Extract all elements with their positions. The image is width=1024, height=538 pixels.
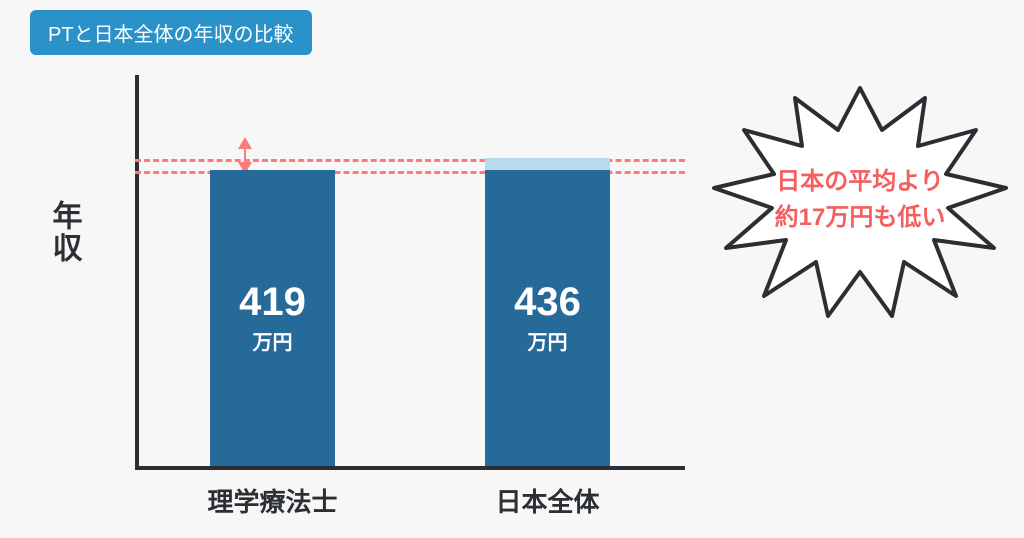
- bar-japan-highlight: [485, 158, 610, 170]
- bar-japan-fill: 436 万円: [485, 170, 610, 466]
- y-axis-label: 年収: [48, 200, 80, 264]
- bar-japan: 436 万円 日本全体: [485, 158, 610, 466]
- bar-pt: 419 万円 理学療法士: [210, 170, 335, 466]
- bar-japan-unit: 万円: [528, 326, 568, 355]
- gap-arrow: [235, 137, 237, 174]
- x-axis: [135, 466, 685, 470]
- callout-line1: 日本の平均より: [776, 168, 944, 195]
- bar-japan-label: 日本全体: [495, 482, 599, 519]
- bar-pt-label: 理学療法士: [207, 482, 337, 519]
- bar-chart: 419 万円 理学療法士 436 万円 日本全体: [135, 75, 685, 470]
- title-badge: PTと日本全体の年収の比較: [30, 10, 312, 55]
- callout-burst: 日本の平均より 約17万円も低い: [710, 80, 1010, 320]
- callout-line2: 約17万円も低い: [775, 204, 946, 231]
- bar-pt-unit: 万円: [253, 326, 293, 355]
- callout-text: 日本の平均より 約17万円も低い: [775, 164, 946, 236]
- bar-pt-fill: 419 万円: [210, 170, 335, 466]
- bar-japan-value: 436: [514, 282, 581, 322]
- y-axis: [135, 75, 139, 470]
- bar-pt-value: 419: [239, 282, 306, 322]
